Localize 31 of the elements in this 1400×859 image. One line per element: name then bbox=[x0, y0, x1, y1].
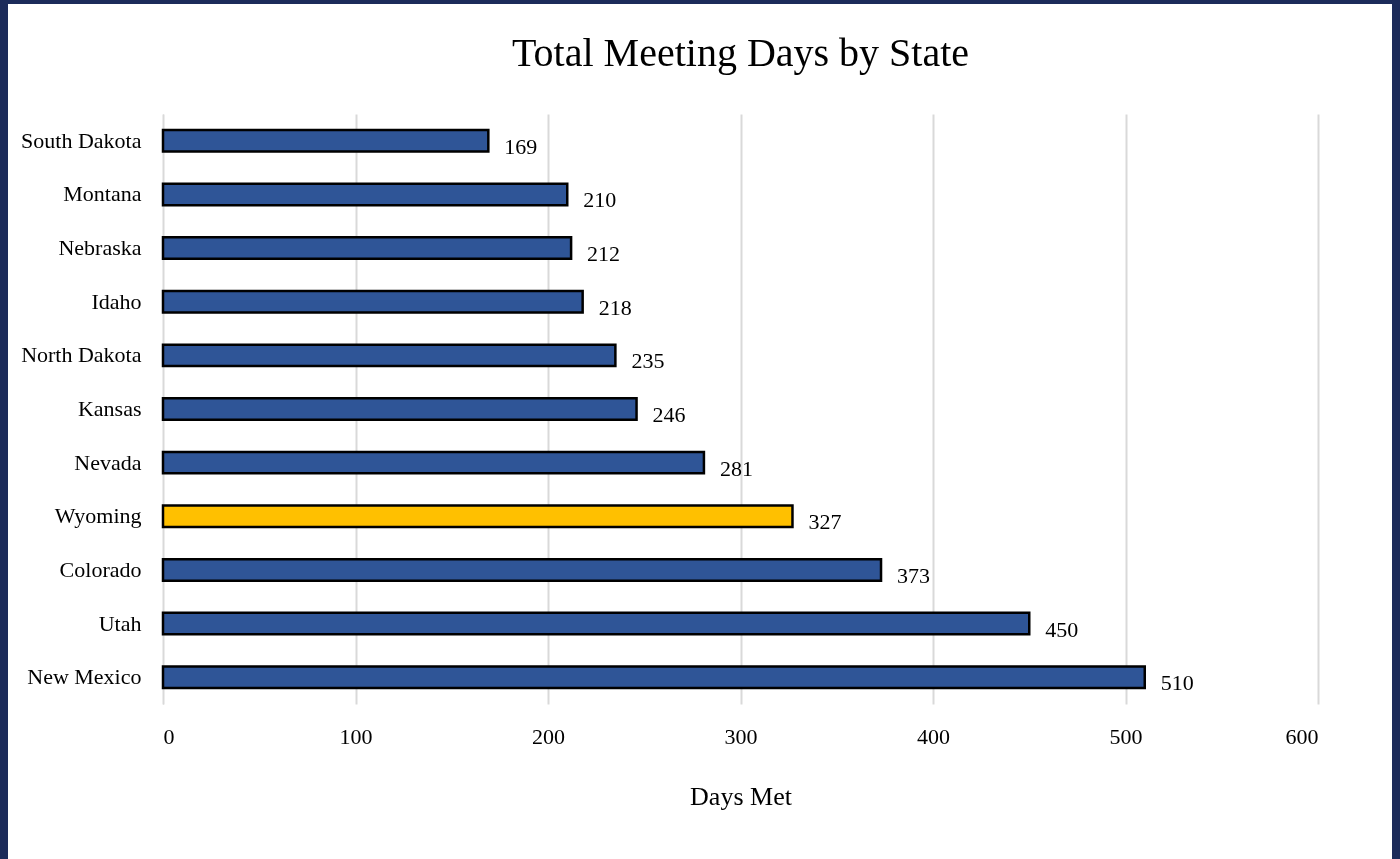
data-label: 327 bbox=[808, 509, 842, 535]
y-tick-label: Colorado bbox=[59, 556, 142, 582]
x-tick-label: 200 bbox=[532, 723, 565, 749]
x-tick-label: 300 bbox=[724, 723, 758, 749]
data-label: 281 bbox=[719, 455, 753, 481]
y-tick-label: New Mexico bbox=[27, 664, 142, 690]
y-tick-label: Nevada bbox=[74, 449, 142, 475]
y-tick-label: Utah bbox=[98, 610, 142, 636]
chart-title: Total Meeting Days by State bbox=[511, 30, 970, 75]
data-label: 218 bbox=[598, 294, 632, 320]
data-label: 212 bbox=[587, 241, 621, 267]
y-tick-label: Wyoming bbox=[54, 503, 142, 529]
data-label: 373 bbox=[897, 562, 931, 588]
data-label: 246 bbox=[652, 402, 686, 427]
y-tick-label: North Dakota bbox=[21, 342, 142, 368]
data-label: 235 bbox=[631, 348, 665, 374]
data-label: 450 bbox=[1045, 616, 1079, 642]
data-label: 210 bbox=[583, 187, 617, 213]
y-tick-label: Kansas bbox=[77, 396, 142, 421]
y-tick-label: Idaho bbox=[91, 288, 142, 314]
x-tick-label: 400 bbox=[917, 723, 950, 749]
data-label: 169 bbox=[504, 133, 538, 159]
data-label: 510 bbox=[1160, 670, 1194, 696]
y-tick-label: Nebraska bbox=[58, 235, 142, 261]
y-tick-label: Montana bbox=[63, 181, 142, 207]
x-tick-label: 500 bbox=[1109, 723, 1143, 749]
x-tick-label: 0 bbox=[163, 723, 175, 749]
y-tick-label: South Dakota bbox=[21, 127, 142, 153]
x-axis-title: Days Met bbox=[690, 781, 793, 811]
x-tick-label: 600 bbox=[1285, 723, 1319, 749]
x-tick-label: 100 bbox=[339, 723, 373, 749]
